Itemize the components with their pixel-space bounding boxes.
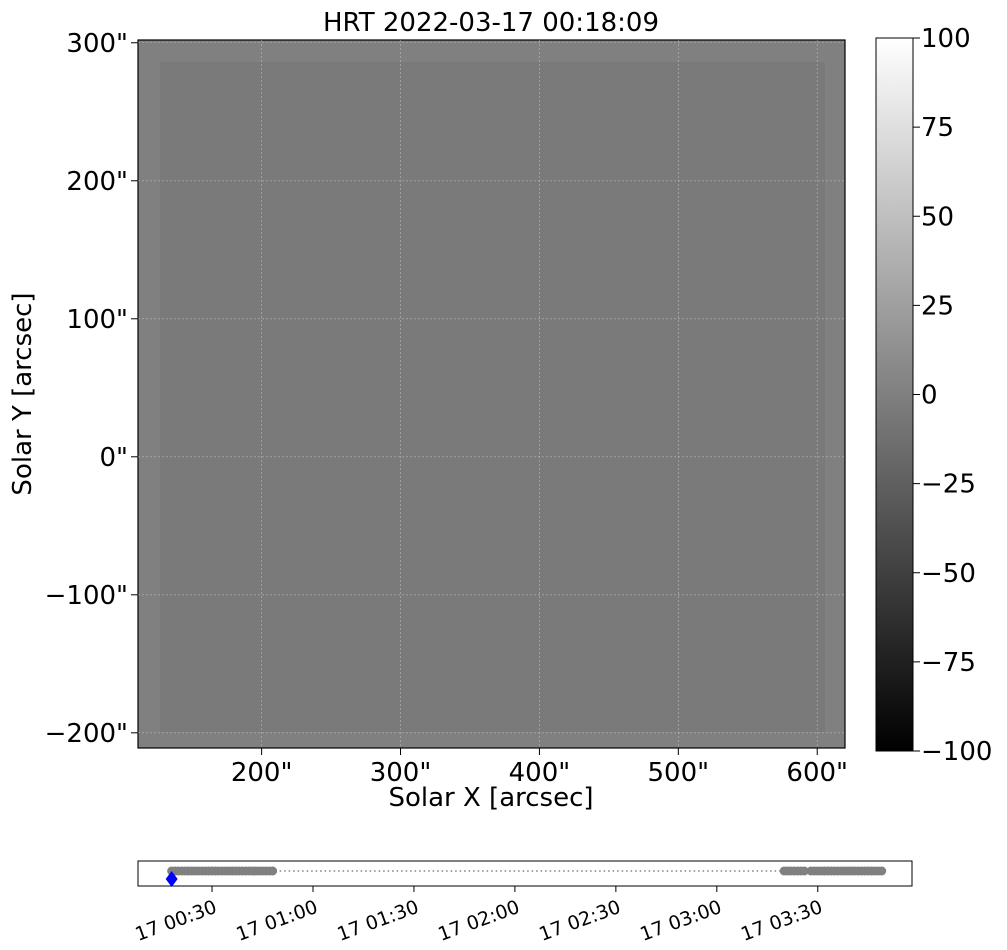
colorbar-tick-label: 25 <box>921 291 954 321</box>
colorbar-tick-label: 50 <box>921 202 954 232</box>
colorbar-tick-label: −100 <box>921 737 992 767</box>
colorbar-tick-label: 100 <box>921 24 971 54</box>
y-tick-label: 100" <box>66 305 128 335</box>
y-tick-label: 200" <box>66 167 128 197</box>
y-tick-label: −200" <box>45 719 128 749</box>
x-tick-label: 400" <box>509 758 571 788</box>
colorbar-tick-label: 75 <box>921 113 954 143</box>
colorbar-tick-label: 0 <box>921 381 938 411</box>
colorbar-tick-label: −50 <box>921 559 976 589</box>
x-tick-label: 17 03:00 <box>637 896 724 946</box>
frame-point <box>877 866 887 876</box>
colorbar-tick-label: −75 <box>921 648 976 678</box>
x-tick-label: 600" <box>786 758 848 788</box>
y-axis-label: Solar Y [arcsec] <box>8 292 38 495</box>
axes-frame <box>137 39 846 749</box>
x-tick-label: 17 00:30 <box>132 896 219 946</box>
x-tick-label: 17 01:30 <box>334 896 421 946</box>
x-tick-label: 200" <box>231 758 293 788</box>
x-tick-label: 17 02:00 <box>435 896 522 946</box>
colorbar <box>875 37 914 752</box>
x-tick-label: 17 02:30 <box>536 896 623 946</box>
chart-title: HRT 2022-03-17 00:18:09 <box>323 8 659 38</box>
x-tick-label: 300" <box>370 758 432 788</box>
y-tick-label: 300" <box>66 29 128 59</box>
x-tick-label: 17 03:30 <box>738 896 825 946</box>
x-axis-label: Solar X [arcsec] <box>388 783 593 813</box>
x-tick-label: 500" <box>648 758 710 788</box>
current-frame <box>165 871 178 887</box>
frame-point <box>799 866 809 876</box>
image-texture <box>160 62 825 732</box>
y-tick-label: −100" <box>45 581 128 611</box>
colorbar-tick-label: −25 <box>921 470 976 500</box>
x-tick-label: 17 01:00 <box>233 896 320 946</box>
y-tick-label: 0" <box>99 443 128 473</box>
frame-point <box>268 866 278 876</box>
timeline-frame <box>137 860 913 887</box>
